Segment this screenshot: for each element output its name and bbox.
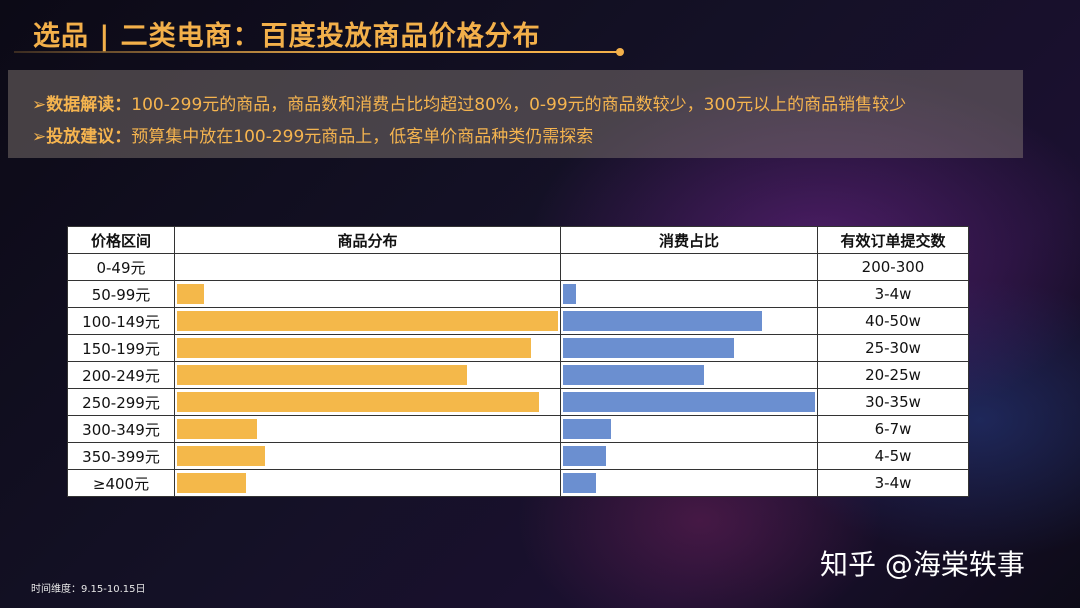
orders-cell: 25-30w bbox=[817, 334, 969, 362]
table-header-row: 价格区间 商品分布 消费占比 有效订单提交数 bbox=[67, 226, 969, 254]
insight-text-suggestion: 预算集中放在100-299元商品上，低客单价商品种类仍需探索 bbox=[131, 127, 594, 147]
goods-distribution-bar bbox=[177, 311, 558, 331]
spend-share-cell bbox=[560, 361, 818, 389]
goods-distribution-cell bbox=[174, 361, 561, 389]
price-range-cell: 250-299元 bbox=[67, 388, 175, 416]
price-range-cell: 150-199元 bbox=[67, 334, 175, 362]
table-row: 150-199元 25-30w bbox=[67, 334, 969, 362]
header-orders: 有效订单提交数 bbox=[817, 226, 969, 254]
spend-share-cell bbox=[560, 334, 818, 362]
orders-cell: 20-25w bbox=[817, 361, 969, 389]
page-title: 选品 | 二类电商：百度投放商品价格分布 bbox=[33, 21, 541, 52]
goods-distribution-cell bbox=[174, 280, 561, 308]
table-row: 250-299元 30-35w bbox=[67, 388, 969, 416]
table-row: 200-249元 20-25w bbox=[67, 361, 969, 389]
spend-share-cell bbox=[560, 253, 818, 281]
table-row: 50-99元 3-4w bbox=[67, 280, 969, 308]
orders-cell: 3-4w bbox=[817, 469, 969, 497]
goods-distribution-cell bbox=[174, 307, 561, 335]
price-range-cell: 300-349元 bbox=[67, 415, 175, 443]
title-underline-dot bbox=[616, 48, 624, 56]
table-row: 0-49元 200-300 bbox=[67, 253, 969, 281]
price-range-cell: 0-49元 bbox=[67, 253, 175, 281]
spend-share-cell bbox=[560, 415, 818, 443]
goods-distribution-bar bbox=[177, 338, 532, 358]
goods-distribution-bar bbox=[177, 284, 204, 304]
spend-share-cell bbox=[560, 469, 818, 497]
insight-panel: ➢数据解读：100-299元的商品，商品数和消费占比均超过80%，0-99元的商… bbox=[8, 70, 1023, 158]
goods-distribution-cell bbox=[174, 334, 561, 362]
header-spend-share: 消费占比 bbox=[560, 226, 818, 254]
table-row: 350-399元 4-5w bbox=[67, 442, 969, 470]
orders-cell: 6-7w bbox=[817, 415, 969, 443]
price-range-cell: 50-99元 bbox=[67, 280, 175, 308]
spend-share-bar bbox=[563, 338, 735, 358]
spend-share-bar bbox=[563, 284, 576, 304]
spend-share-bar bbox=[563, 473, 596, 493]
orders-cell: 40-50w bbox=[817, 307, 969, 335]
goods-distribution-bar bbox=[177, 392, 539, 412]
goods-distribution-cell bbox=[174, 388, 561, 416]
watermark: 知乎 @海棠轶事 bbox=[820, 548, 1025, 581]
price-range-cell: 350-399元 bbox=[67, 442, 175, 470]
spend-share-cell bbox=[560, 280, 818, 308]
time-range-note: 时间维度：9.15-10.15日 bbox=[31, 584, 146, 595]
spend-share-cell bbox=[560, 388, 818, 416]
insight-line-data: ➢数据解读：100-299元的商品，商品数和消费占比均超过80%，0-99元的商… bbox=[32, 90, 906, 115]
goods-distribution-cell bbox=[174, 469, 561, 497]
spend-share-bar bbox=[563, 446, 606, 466]
spend-share-bar bbox=[563, 392, 815, 412]
goods-distribution-cell bbox=[174, 415, 561, 443]
orders-cell: 3-4w bbox=[817, 280, 969, 308]
title-underline bbox=[14, 51, 618, 53]
table-row: ≥400元 3-4w bbox=[67, 469, 969, 497]
table-row: 100-149元 40-50w bbox=[67, 307, 969, 335]
spend-share-bar bbox=[563, 419, 611, 439]
insight-line-suggestion: ➢投放建议：预算集中放在100-299元商品上，低客单价商品种类仍需探索 bbox=[32, 122, 593, 147]
goods-distribution-cell bbox=[174, 253, 561, 281]
goods-distribution-bar bbox=[177, 473, 246, 493]
price-range-cell: 100-149元 bbox=[67, 307, 175, 335]
orders-cell: 200-300 bbox=[817, 253, 969, 281]
price-distribution-table: 价格区间 商品分布 消费占比 有效订单提交数 0-49元 200-300 50-99… bbox=[67, 226, 969, 497]
insight-lead-data: ➢数据解读： bbox=[32, 95, 132, 115]
spend-share-cell bbox=[560, 307, 818, 335]
table-row: 300-349元 6-7w bbox=[67, 415, 969, 443]
header-goods-distribution: 商品分布 bbox=[174, 226, 561, 254]
goods-distribution-cell bbox=[174, 442, 561, 470]
spend-share-cell bbox=[560, 442, 818, 470]
goods-distribution-bar bbox=[177, 446, 265, 466]
goods-distribution-bar bbox=[177, 419, 257, 439]
insight-lead-suggestion: ➢投放建议： bbox=[32, 127, 132, 147]
header-price-range: 价格区间 bbox=[67, 226, 175, 254]
spend-share-bar bbox=[563, 365, 705, 385]
spend-share-bar bbox=[563, 311, 763, 331]
insight-text-data: 100-299元的商品，商品数和消费占比均超过80%，0-99元的商品数较少，3… bbox=[131, 95, 907, 115]
goods-distribution-bar bbox=[177, 365, 467, 385]
orders-cell: 4-5w bbox=[817, 442, 969, 470]
price-range-cell: 200-249元 bbox=[67, 361, 175, 389]
orders-cell: 30-35w bbox=[817, 388, 969, 416]
price-range-cell: ≥400元 bbox=[67, 469, 175, 497]
